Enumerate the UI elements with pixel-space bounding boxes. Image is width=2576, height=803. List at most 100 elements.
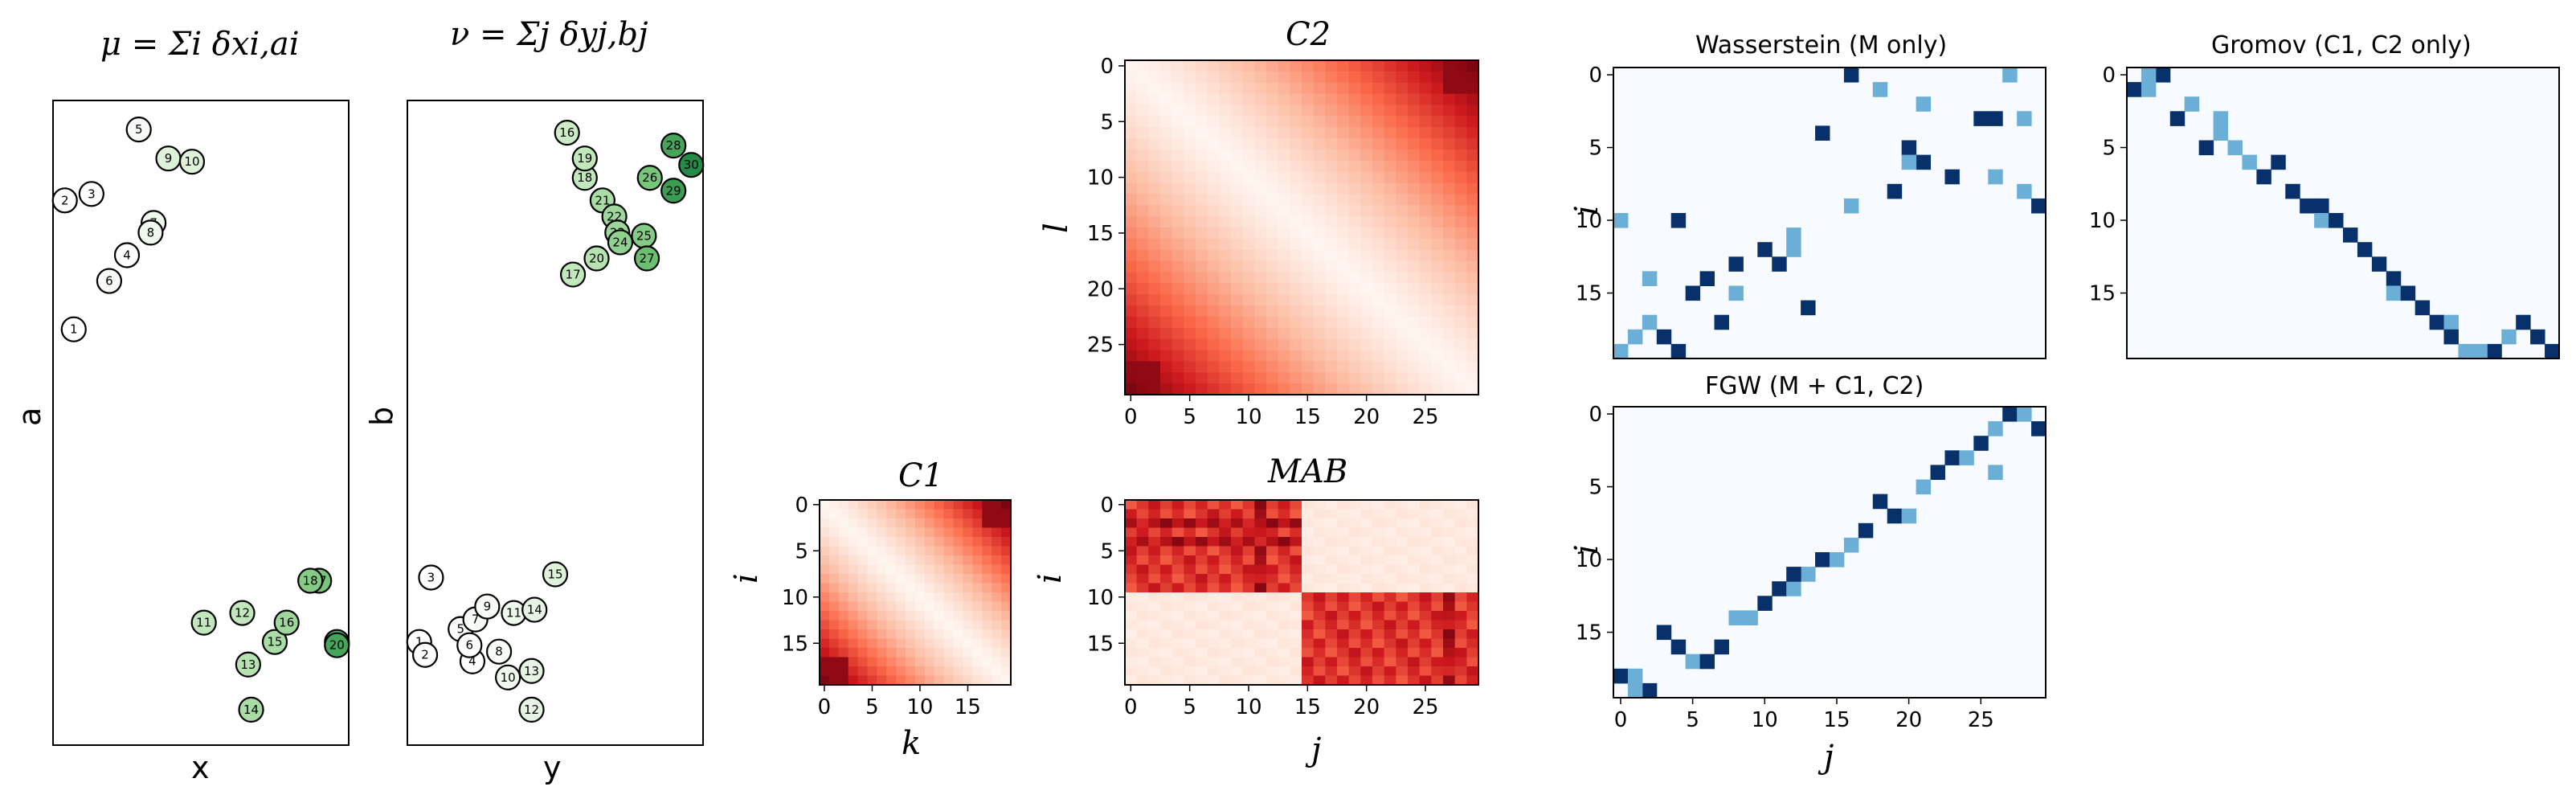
heat-cell [1290, 116, 1302, 128]
heat-cell [915, 611, 926, 621]
heat-cell [1196, 500, 1208, 510]
heat-cell [1278, 149, 1290, 162]
heat-cell [1001, 546, 1012, 556]
heat-cell [1196, 657, 1208, 667]
heat-cell [1313, 675, 1326, 686]
FGW-ylabel: i [1568, 544, 1605, 555]
heat-cell [1231, 116, 1244, 128]
heat-cell [1160, 93, 1173, 106]
heat-cell [896, 564, 906, 575]
plan-cell [1887, 183, 1903, 199]
point-marker [474, 593, 501, 620]
heat-cell [943, 509, 955, 519]
heat-cell [1419, 71, 1432, 84]
heat-cell [1313, 350, 1326, 362]
heat-cell [915, 564, 926, 575]
heat-cell [1231, 537, 1244, 547]
heat-cell [1231, 527, 1244, 538]
heat-cell [1242, 138, 1255, 150]
heat-cell [1231, 509, 1244, 519]
heat-cell [1348, 675, 1361, 686]
plan-cell [2357, 242, 2373, 257]
heat-cell [1443, 592, 1456, 603]
heat-cell [1001, 601, 1012, 612]
heat-cell [1242, 372, 1255, 384]
heat-cell [1196, 583, 1208, 593]
heat-cell [1372, 93, 1385, 106]
heat-cell [857, 592, 869, 603]
heat-cell [1266, 350, 1279, 362]
heat-cell [1348, 160, 1361, 173]
heat-cell [1348, 574, 1361, 584]
heat-cell [1443, 194, 1456, 206]
heat-cell [848, 657, 859, 667]
heat-cell [820, 500, 830, 510]
heat-cell [1254, 149, 1267, 162]
point-label: 19 [577, 151, 592, 166]
heat-cell [1254, 104, 1267, 117]
heat-cell [1348, 71, 1361, 84]
heat-cell [1266, 283, 1279, 295]
heat-cell [1454, 127, 1467, 139]
heat-cell [1396, 205, 1409, 217]
heat-cell [1136, 71, 1149, 84]
heat-cell [1254, 116, 1267, 128]
heat-cell [820, 675, 830, 686]
heat-cell [1254, 638, 1267, 649]
heat-cell [915, 518, 926, 529]
heat-cell [934, 518, 945, 529]
heat-cell [1372, 104, 1385, 117]
heat-cell [1348, 127, 1361, 139]
C2-cells [1125, 60, 1479, 395]
heat-cell [1372, 629, 1385, 640]
plan-cell [1728, 610, 1744, 625]
heat-cell [906, 555, 916, 566]
heat-cell [1278, 518, 1290, 529]
heat-cell [1278, 294, 1290, 306]
point-label: 2 [61, 193, 69, 207]
heat-cell [1313, 648, 1326, 658]
heat-cell [953, 638, 964, 649]
heat-cell [906, 509, 916, 519]
heat-cell [1454, 383, 1467, 395]
heat-cell [1466, 601, 1479, 612]
heat-cell [896, 620, 906, 630]
heat-cell [1384, 509, 1396, 519]
heat-cell [820, 546, 830, 556]
C1-ytick-label: 10 [782, 586, 808, 610]
heat-cell [1313, 518, 1326, 529]
heat-cell [1360, 611, 1373, 621]
heat-cell [1313, 249, 1326, 262]
heat-cell [1384, 675, 1396, 686]
G-ytick-label: 0 [2102, 64, 2116, 88]
heat-cell [1348, 182, 1361, 195]
heat-cell [1160, 546, 1173, 556]
heat-cell [1360, 316, 1373, 329]
heat-cell [1184, 564, 1196, 575]
W-title: Wasserstein (M only) [1695, 31, 1947, 59]
heat-cell [1207, 327, 1220, 340]
heat-cell [1466, 338, 1479, 351]
heat-cell [1184, 316, 1196, 329]
heat-cell [1325, 555, 1338, 566]
heat-cell [934, 666, 945, 677]
heat-cell [1125, 238, 1138, 251]
heat-cell [1196, 82, 1208, 95]
heat-cell [1207, 537, 1220, 547]
heat-cell [1408, 629, 1421, 640]
heat-cell [1384, 338, 1396, 351]
FGW-xlabel: j [1818, 739, 1834, 776]
heat-cell [1443, 116, 1456, 128]
heat-cell [1360, 372, 1373, 384]
plan-cell [1901, 140, 1917, 156]
MAB-xlabel: j [1305, 731, 1321, 768]
heat-cell [992, 509, 1002, 519]
heat-cell [1443, 216, 1456, 228]
heat-cell [1148, 620, 1161, 630]
plan-cell [2141, 68, 2157, 83]
heat-cell [1396, 574, 1409, 584]
MAB-xtick-label: 5 [1183, 695, 1196, 719]
heat-cell [1313, 601, 1326, 612]
heat-cell [1136, 666, 1149, 677]
heat-cell [915, 638, 926, 649]
